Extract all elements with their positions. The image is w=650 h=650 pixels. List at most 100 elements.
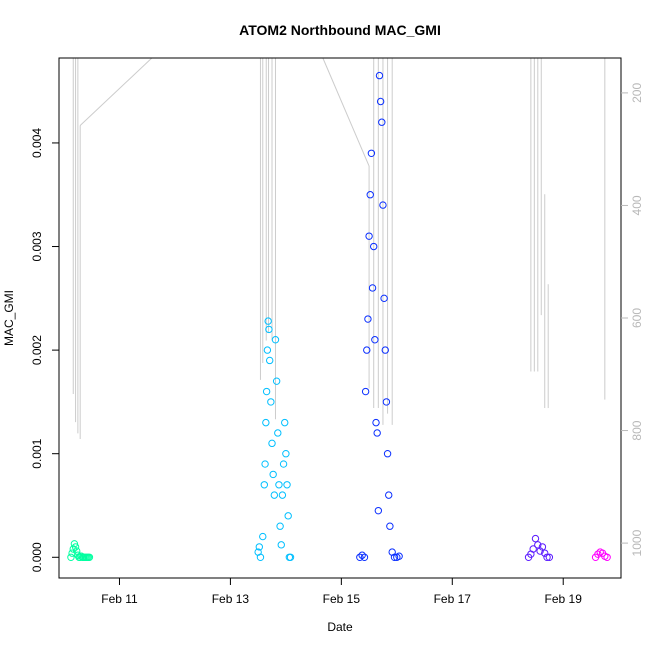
y-tick-label: 0.000 — [30, 542, 44, 572]
data-point — [275, 481, 283, 489]
data-point — [267, 398, 275, 406]
data-point — [283, 481, 291, 489]
data-point — [379, 201, 387, 209]
data-point — [381, 346, 389, 354]
x-tick-label: Feb 13 — [212, 592, 250, 606]
data-point — [262, 387, 271, 396]
data-point — [366, 191, 374, 199]
chart-title: ATOM2 Northbound MAC_GMI — [239, 22, 441, 38]
x-axis-label: Date — [327, 620, 353, 634]
y-tick-label: 0.004 — [30, 128, 44, 158]
series-2 — [254, 317, 295, 561]
series-1 — [67, 540, 94, 561]
data-point — [360, 553, 369, 561]
data-point — [376, 97, 385, 106]
data-point — [536, 547, 544, 555]
y2-tick-label: 200 — [630, 83, 644, 103]
data-point — [545, 553, 554, 561]
y-tick-label: 0.001 — [30, 438, 44, 468]
data-point — [390, 553, 399, 561]
data-point — [268, 439, 276, 448]
x-tick-label: Feb 11 — [101, 592, 138, 606]
data-point — [365, 232, 373, 240]
data-points — [67, 71, 611, 561]
data-point — [395, 552, 403, 560]
data-point — [529, 545, 537, 553]
data-point — [374, 506, 383, 515]
data-point — [73, 547, 81, 555]
data-point — [603, 553, 611, 561]
data-point — [278, 491, 287, 499]
data-point — [266, 356, 274, 365]
y-tick-label: 0.002 — [30, 335, 44, 365]
axes: Feb 11 Feb 13 Feb 15 Feb 17 Feb 19 0.000 0.001… — [30, 57, 644, 606]
data-point — [373, 429, 381, 437]
y2-tick-label: 1000 — [630, 529, 644, 556]
data-point — [286, 553, 295, 561]
data-point — [594, 550, 602, 558]
data-point — [255, 543, 264, 551]
data-point — [363, 346, 371, 354]
data-point — [262, 418, 270, 427]
secondary-line-connector — [322, 57, 370, 167]
data-point — [279, 460, 288, 468]
series-4 — [524, 534, 554, 561]
y2-tick-label: 600 — [630, 308, 644, 328]
data-point — [281, 418, 289, 427]
secondary-line-connector — [79, 57, 153, 126]
data-point — [76, 553, 84, 561]
x-tick-label: Feb 17 — [434, 592, 472, 606]
y-tick-label: 0.003 — [30, 231, 44, 261]
data-point — [256, 553, 265, 561]
x-tick-label: Feb 19 — [545, 592, 583, 606]
data-point — [385, 491, 393, 499]
data-point — [71, 543, 80, 551]
data-point — [378, 118, 386, 126]
series-3 — [356, 71, 403, 561]
data-point — [371, 336, 379, 344]
data-point — [67, 553, 75, 561]
data-point — [265, 325, 273, 334]
data-point — [356, 553, 364, 561]
data-point — [260, 481, 269, 489]
data-point — [370, 242, 378, 251]
data-point — [375, 71, 384, 80]
y-axis-label: MAC_GMI — [2, 290, 16, 346]
series-5 — [591, 548, 611, 561]
data-point — [367, 149, 376, 157]
data-point — [259, 532, 267, 541]
data-point — [282, 449, 290, 458]
data-point — [269, 470, 277, 479]
data-point — [272, 377, 281, 385]
data-point — [382, 398, 391, 406]
data-point — [383, 449, 392, 458]
data-point — [534, 541, 542, 549]
data-point — [261, 460, 269, 468]
data-point — [538, 543, 547, 551]
data-point — [368, 284, 377, 292]
y2-tick-label: 800 — [630, 420, 644, 440]
data-point — [270, 491, 279, 499]
y2-tick-label: 400 — [630, 195, 644, 215]
data-point — [264, 317, 272, 325]
data-point — [531, 534, 540, 543]
data-point — [541, 549, 549, 557]
data-point — [358, 551, 366, 559]
data-point — [277, 541, 285, 549]
data-point — [85, 553, 94, 561]
data-point — [276, 522, 284, 530]
data-point — [274, 429, 282, 437]
data-point — [284, 512, 292, 520]
data-point — [263, 346, 272, 354]
secondary-lines — [72, 57, 606, 439]
data-point — [380, 294, 388, 303]
data-point — [361, 387, 370, 396]
x-tick-label: Feb 15 — [323, 592, 361, 606]
data-point — [364, 315, 372, 323]
data-point — [543, 553, 551, 561]
data-point — [386, 522, 394, 530]
data-point — [271, 336, 280, 344]
data-point — [372, 418, 380, 427]
